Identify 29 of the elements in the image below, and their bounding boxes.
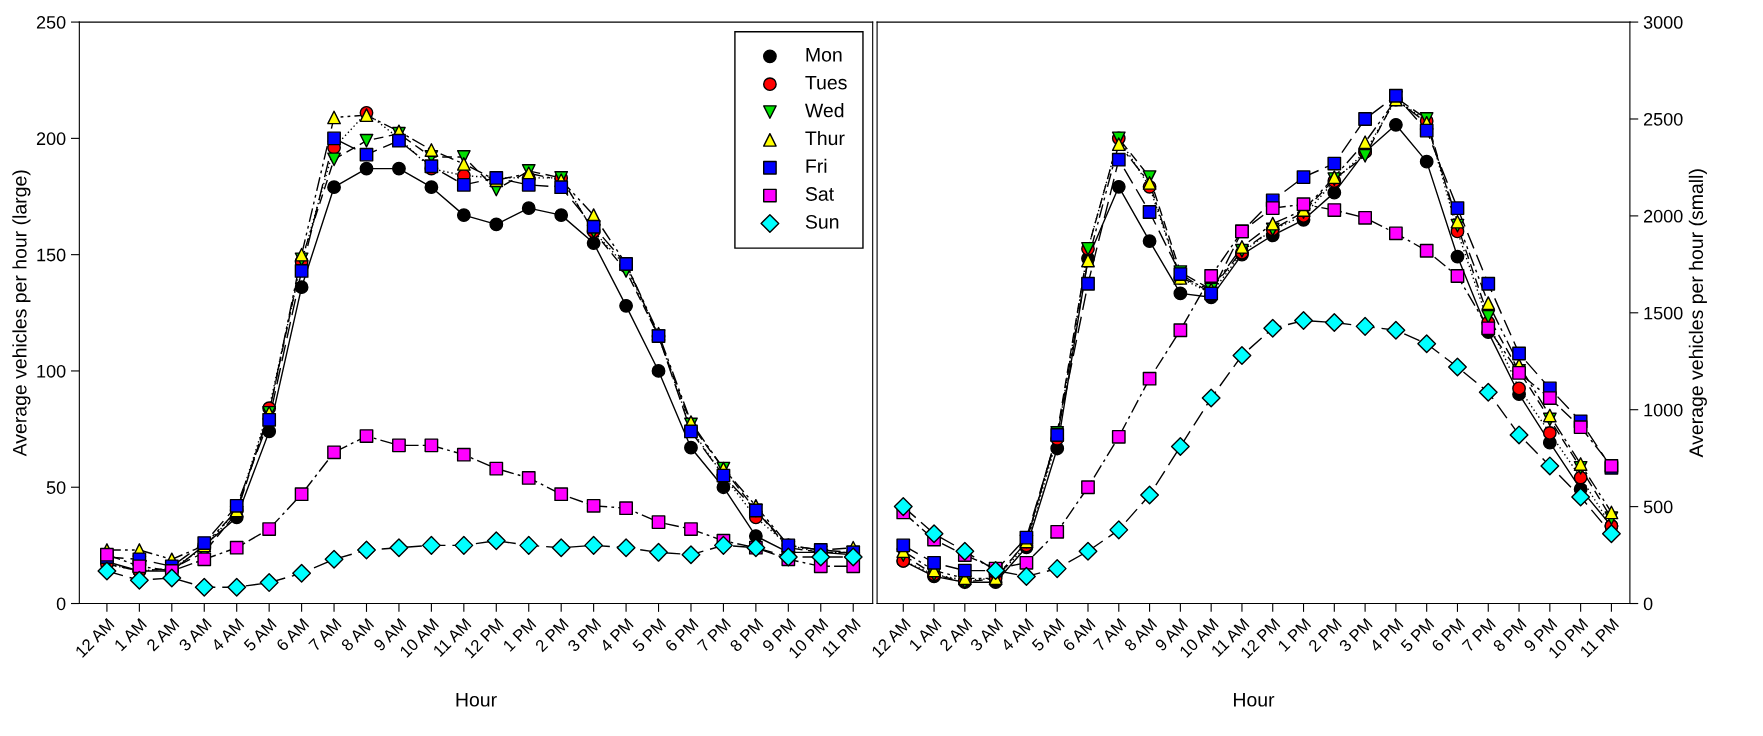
x-tick-label: 5 AM [243, 618, 277, 652]
y-tick-label: 3000 [1643, 16, 1683, 29]
y-tick-label: 1000 [1644, 403, 1683, 417]
legend-label: Tues [805, 75, 847, 90]
y-tick-label: 500 [1643, 500, 1673, 514]
y-tick-label: 1500 [1644, 306, 1683, 320]
legend-label: Mon [806, 48, 842, 62]
legend-label: Sun [805, 214, 839, 229]
x-axis-title: Hour [1234, 693, 1275, 707]
y-tick-label: 100 [37, 364, 66, 378]
y-tick-label: 2500 [1644, 112, 1683, 126]
y-axis-title: Average vehicles per hour (large) [12, 170, 31, 457]
y-tick-label: 0 [1643, 597, 1653, 611]
y-tick-label: 200 [36, 132, 66, 146]
y-tick-label: 2000 [1644, 209, 1683, 223]
legend-label: Sat [805, 187, 834, 201]
x-axis-title: Hour [456, 693, 497, 707]
legend-label: Wed [805, 103, 844, 118]
y-tick-label: 50 [46, 481, 66, 494]
legend-label: Thur [805, 130, 845, 146]
x-tick-label: 3 AM [178, 617, 212, 652]
x-tick-label: 12 AM [74, 617, 115, 658]
x-tick-label: 7 AM [308, 618, 342, 652]
y-tick-label: 0 [56, 597, 66, 611]
y-tick-label: 250 [36, 16, 66, 29]
y-axis-title: Average vehicles per hour (small) [1688, 169, 1707, 458]
x-tick-label: 12 AM [871, 617, 911, 658]
legend-label: Fri [806, 158, 827, 173]
y-tick-label: 150 [37, 248, 66, 262]
